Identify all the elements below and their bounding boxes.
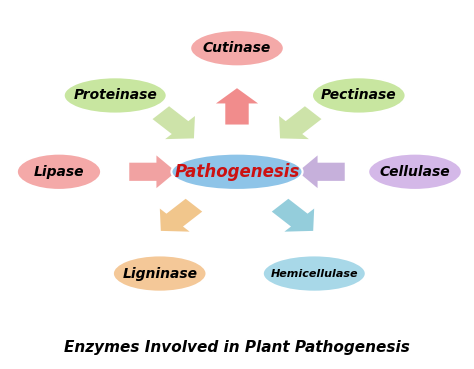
Ellipse shape xyxy=(64,77,167,114)
Text: Lipase: Lipase xyxy=(34,165,84,179)
Polygon shape xyxy=(153,106,195,139)
Ellipse shape xyxy=(368,154,462,190)
Text: Pathogenesis: Pathogenesis xyxy=(174,163,300,181)
Polygon shape xyxy=(272,199,314,232)
Ellipse shape xyxy=(17,154,101,190)
Polygon shape xyxy=(298,155,345,188)
Ellipse shape xyxy=(312,77,406,114)
Polygon shape xyxy=(129,155,176,188)
Text: Ligninase: Ligninase xyxy=(122,266,197,280)
Ellipse shape xyxy=(172,154,302,190)
Ellipse shape xyxy=(190,30,284,66)
Text: Hemicellulase: Hemicellulase xyxy=(271,269,358,279)
Ellipse shape xyxy=(113,255,207,292)
Polygon shape xyxy=(160,199,202,232)
Polygon shape xyxy=(216,88,258,124)
Text: Proteinase: Proteinase xyxy=(73,89,157,103)
Text: Cutinase: Cutinase xyxy=(203,41,271,55)
Polygon shape xyxy=(279,106,321,139)
Ellipse shape xyxy=(263,255,366,292)
Text: Pectinase: Pectinase xyxy=(321,89,397,103)
Text: Cellulase: Cellulase xyxy=(380,165,450,179)
Text: Enzymes Involved in Plant Pathogenesis: Enzymes Involved in Plant Pathogenesis xyxy=(64,340,410,355)
